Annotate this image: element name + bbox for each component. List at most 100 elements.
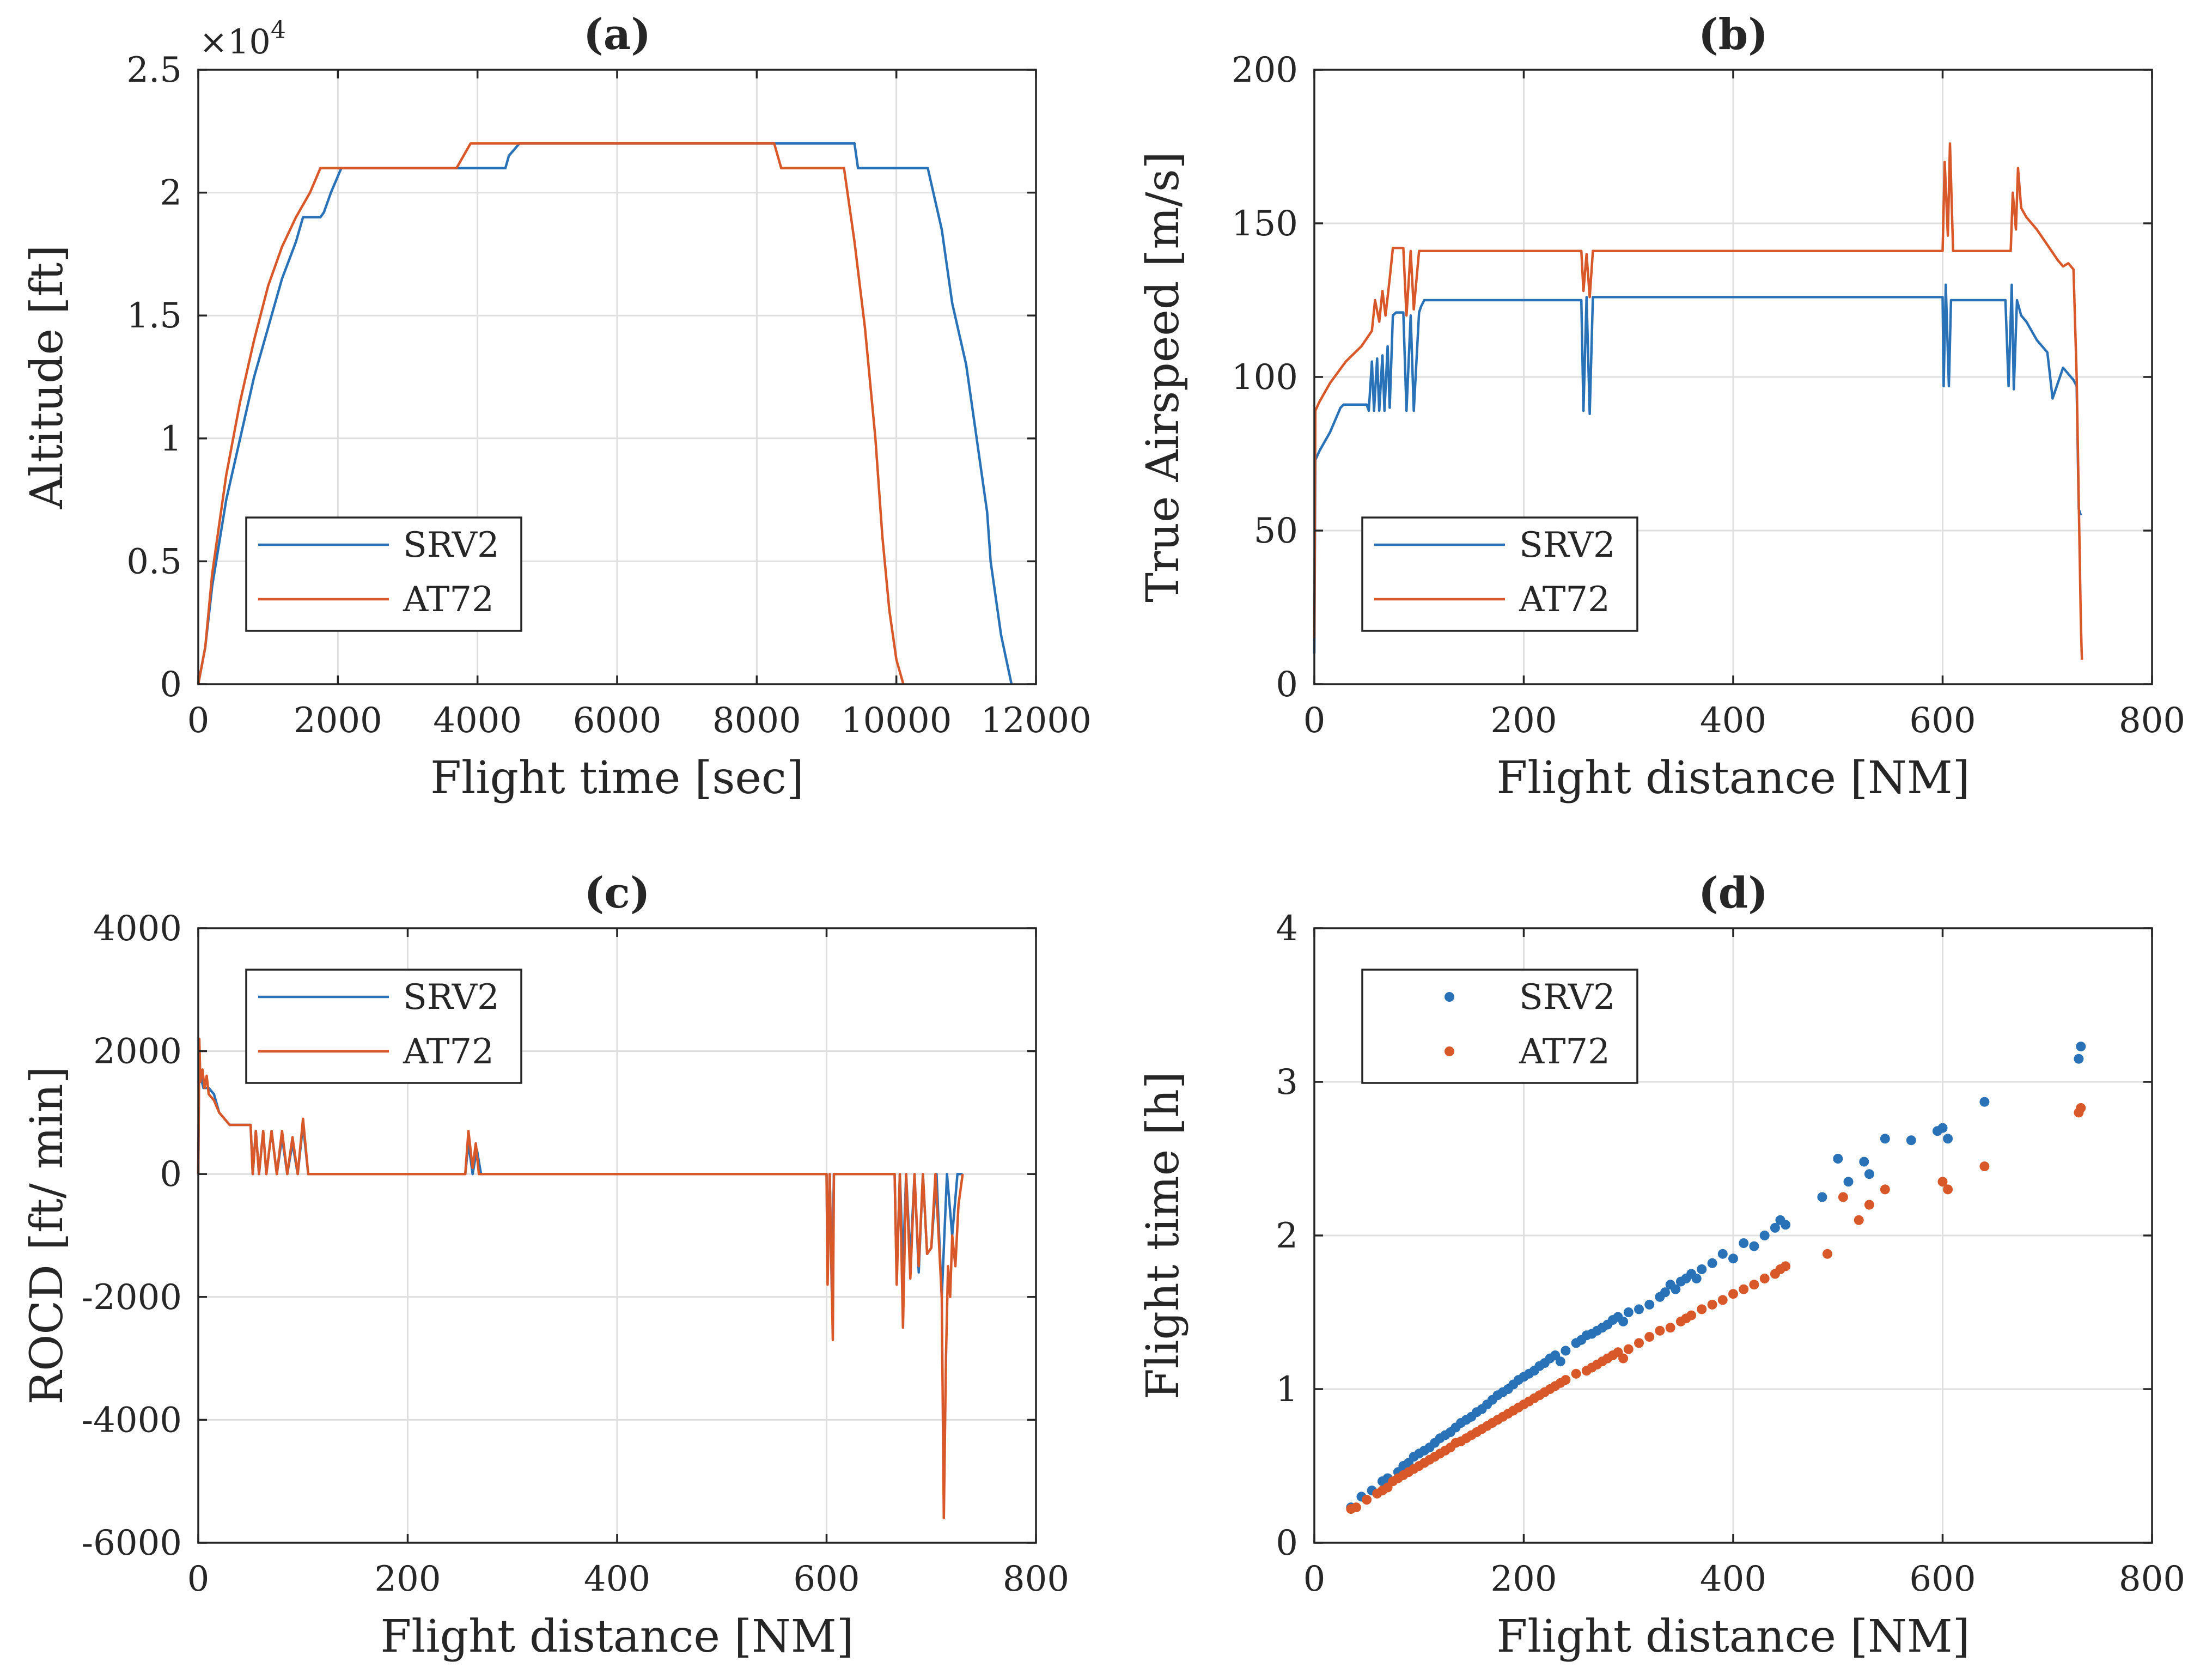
scatter-point-srv2 — [1906, 1135, 1916, 1146]
scatter-point-at72 — [1707, 1299, 1717, 1310]
panel-title: (d) — [1698, 868, 1768, 918]
x-tick-label: 600 — [1909, 1559, 1976, 1599]
y-tick-label: 4000 — [93, 909, 182, 949]
x-axis-label: Flight distance [NM] — [380, 1611, 854, 1663]
y-multiplier-exponent: 4 — [271, 16, 286, 44]
y-multiplier-label: ×104 — [199, 16, 286, 62]
x-tick-label: 6000 — [573, 701, 662, 741]
legend-label-at72: AT72 — [403, 580, 494, 620]
y-multiplier-base: ×10 — [199, 22, 271, 62]
x-axis-label: Flight time [sec] — [430, 752, 804, 804]
panel-title: (c) — [584, 868, 650, 918]
scatter-point-at72 — [1717, 1295, 1728, 1305]
legend-label-srv2: SRV2 — [403, 977, 499, 1018]
scatter-point-at72 — [1838, 1192, 1848, 1202]
scatter-point-at72 — [1823, 1249, 1832, 1259]
scatter-point-srv2 — [1937, 1123, 1948, 1133]
y-tick-label: 2000 — [93, 1032, 182, 1072]
legend-label-srv2: SRV2 — [403, 525, 499, 565]
x-tick-label: 800 — [2119, 701, 2185, 741]
scatter-point-at72 — [1561, 1375, 1571, 1385]
y-tick-label: 0 — [1276, 1523, 1298, 1563]
scatter-point-at72 — [1618, 1353, 1629, 1364]
legend-box — [245, 969, 522, 1084]
scatter-point-srv2 — [1943, 1134, 1953, 1144]
y-tick-label: 50 — [1254, 511, 1298, 551]
legend-swatch-at72 — [1445, 1046, 1454, 1056]
y-tick-label: -6000 — [82, 1523, 182, 1563]
scatter-point-at72 — [1351, 1502, 1361, 1513]
legend-label-srv2: SRV2 — [1519, 977, 1616, 1018]
series-line-srv2 — [1313, 283, 2082, 654]
y-axis-label: Altitude [ft] — [21, 245, 73, 510]
scatter-point-srv2 — [1843, 1177, 1854, 1187]
y-axis-label: Flight time [h] — [1137, 1072, 1189, 1399]
panel-title: (a) — [583, 10, 651, 59]
panel-a: 0 2000 4000 6000 8000 10000 12000 0 0.5 1 1.5 2 2.5 (… — [21, 10, 1092, 804]
x-tick-label: 10000 — [841, 701, 952, 741]
scatter-point-srv2 — [1644, 1299, 1655, 1310]
y-tick-label: 1 — [1276, 1369, 1298, 1410]
scatter-point-at72 — [1644, 1332, 1655, 1342]
scatter-point-srv2 — [1749, 1241, 1759, 1251]
x-tick-label: 0 — [1303, 701, 1326, 741]
scatter-point-srv2 — [1759, 1231, 1770, 1240]
y-tick-label: 0 — [160, 665, 182, 705]
scatter-point-srv2 — [1671, 1284, 1681, 1294]
series-line-at72 — [197, 142, 905, 685]
series-line-at72 — [1313, 142, 2083, 660]
scatter-point-at72 — [1634, 1338, 1644, 1348]
scatter-point-srv2 — [1707, 1258, 1717, 1268]
scatter-point-at72 — [2076, 1103, 2086, 1113]
scatter-point-at72 — [1749, 1280, 1759, 1290]
scatter-point-at72 — [1864, 1200, 1874, 1210]
x-tick-label: 400 — [1700, 1559, 1766, 1599]
scatter-point-srv2 — [1781, 1220, 1791, 1230]
legend: SRV2 AT72 — [245, 516, 522, 632]
scatter-point-srv2 — [1717, 1249, 1728, 1259]
scatter-point-srv2 — [1859, 1156, 1869, 1167]
scatter-point-srv2 — [1817, 1192, 1827, 1202]
legend: SRV2 AT72 — [1361, 516, 1638, 632]
y-axis-label: True Airspeed [m/s] — [1137, 151, 1189, 602]
legend-label-at72: AT72 — [403, 1032, 494, 1072]
x-axis-label: Flight distance [NM] — [1496, 1611, 1970, 1663]
x-tick-label: 0 — [1303, 1559, 1326, 1599]
scatter-point-at72 — [1665, 1323, 1675, 1333]
y-tick-label: 1 — [160, 419, 182, 459]
x-tick-label: 0 — [187, 701, 210, 741]
scatter-point-srv2 — [1555, 1356, 1565, 1367]
scatter-point-srv2 — [1979, 1097, 1990, 1107]
x-tick-label: 400 — [584, 1559, 650, 1599]
scatter-point-srv2 — [1833, 1154, 1843, 1164]
y-tick-label: -4000 — [82, 1400, 182, 1440]
scatter-point-srv2 — [2074, 1054, 2084, 1064]
legend-swatch-srv2 — [1445, 992, 1454, 1002]
x-tick-label: 600 — [793, 1559, 860, 1599]
x-tick-label: 0 — [187, 1559, 210, 1599]
y-tick-label: 2 — [1276, 1216, 1298, 1256]
scatter-point-at72 — [1854, 1215, 1864, 1225]
x-axis-label: Flight distance [NM] — [1496, 752, 1970, 804]
legend: SRV2 AT72 — [1361, 969, 1638, 1084]
scatter-point-at72 — [1686, 1310, 1697, 1320]
scatter-point-at72 — [1979, 1161, 1990, 1172]
legend-label-at72: AT72 — [1519, 580, 1610, 620]
scatter-point-at72 — [1697, 1304, 1707, 1314]
panel-b: 0 200 400 600 800 0 50 100 150 200 (b) Flight dista… — [1137, 10, 2185, 804]
x-tick-label: 8000 — [712, 701, 801, 741]
scatter-point-at72 — [1655, 1325, 1665, 1336]
panel-title: (b) — [1698, 10, 1768, 59]
y-tick-label: 0 — [1276, 665, 1298, 705]
x-tick-label: 800 — [1003, 1559, 1069, 1599]
y-tick-label: 0 — [160, 1154, 182, 1195]
y-tick-label: 150 — [1232, 204, 1298, 244]
scatter-point-at72 — [1739, 1284, 1749, 1294]
y-tick-label: -2000 — [82, 1277, 182, 1318]
scatter-point-srv2 — [2076, 1042, 2086, 1052]
scatter-point-at72 — [1759, 1274, 1770, 1283]
x-tick-label: 2000 — [294, 701, 382, 741]
scatter-point-at72 — [1781, 1261, 1791, 1271]
scatter-point-at72 — [1880, 1184, 1890, 1195]
